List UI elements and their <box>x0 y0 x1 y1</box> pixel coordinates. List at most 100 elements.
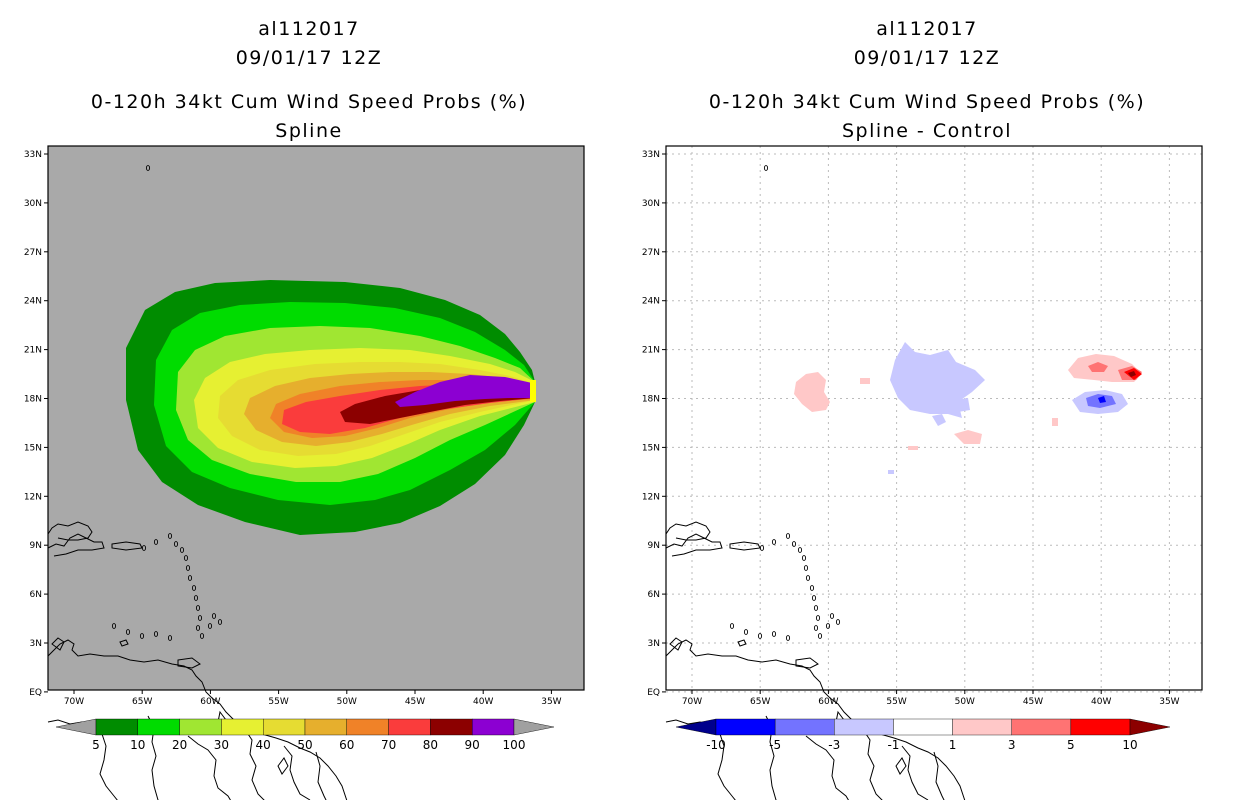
subtitle: Spline <box>275 120 343 142</box>
island-outline <box>763 165 769 171</box>
lon-tick-label: 70W <box>64 697 84 707</box>
colorbar-label: 100 <box>503 738 526 752</box>
colorbar-label: 80 <box>423 738 438 752</box>
lon-tick-label: 35W <box>541 697 561 707</box>
colorbar-bin <box>430 718 473 736</box>
island-outline <box>791 541 797 547</box>
lon-tick-label: 55W <box>886 697 906 707</box>
island-outline <box>187 575 193 581</box>
island-outline <box>141 545 147 551</box>
coastline-segment <box>47 521 93 541</box>
island-outline <box>173 541 179 547</box>
lat-tick-label: 24N <box>642 297 660 307</box>
colorbar-bin <box>95 718 138 736</box>
colorbar-bin <box>304 718 347 736</box>
island-outline <box>813 605 819 611</box>
lon-tick-label: 50W <box>955 697 975 707</box>
coastline-segment <box>177 657 201 669</box>
colorbar-label: 30 <box>214 738 229 752</box>
datetime-title: 09/01/17 12Z <box>235 47 383 69</box>
lon-tick-label: 40W <box>473 697 493 707</box>
colorbar-bin <box>346 718 389 736</box>
lon-tick-label: 65W <box>750 697 770 707</box>
colorbar: -10 -5 -3 -1 1 3 5 10 <box>675 718 1171 752</box>
coastline-segment <box>665 719 736 800</box>
datetime-title: 09/01/17 12Z <box>853 47 1001 69</box>
coastline-segment <box>665 521 711 541</box>
island-outline <box>835 619 841 625</box>
difference-contour <box>1052 418 1058 426</box>
colorbar-bin <box>715 718 776 736</box>
lat-tick-label: 33N <box>642 150 660 160</box>
lat-tick-label: 9N <box>648 541 660 551</box>
coastline-segment <box>51 637 65 651</box>
difference-contour <box>1128 371 1136 377</box>
lat-tick-label: 30N <box>642 199 660 209</box>
coastline-segment <box>283 745 311 800</box>
lat-tick-label: 6N <box>30 590 42 600</box>
island-outline <box>813 625 819 631</box>
island-outline <box>809 585 815 591</box>
lat-tick-label: 27N <box>642 248 660 258</box>
island-outline <box>211 613 217 619</box>
island-outline <box>179 547 185 553</box>
lat-tick-label: 18N <box>642 395 660 405</box>
island-outline <box>153 539 159 545</box>
subtitle: Spline - Control <box>841 120 1013 142</box>
left-panel: al112017 09/01/17 12Z 0-120h 34kt Cum Wi… <box>24 18 585 800</box>
lat-tick-label: EQ <box>29 688 42 698</box>
colorbar-label: -3 <box>828 738 840 752</box>
difference-contour <box>932 414 946 426</box>
lon-tick-label: 40W <box>1091 697 1111 707</box>
difference-contours <box>794 342 1142 474</box>
island-outline <box>825 623 831 629</box>
difference-contour <box>908 446 918 450</box>
difference-contour <box>794 372 830 412</box>
island-outline <box>797 547 803 553</box>
lat-tick-label: 12N <box>642 492 660 502</box>
lon-tick-label: 55W <box>268 697 288 707</box>
coastline-segment <box>47 639 348 800</box>
island-outline <box>785 635 791 641</box>
colorbar-label: 20 <box>172 738 187 752</box>
colorbar-bin <box>774 718 835 736</box>
difference-contour <box>1088 362 1108 372</box>
coastline-segment <box>665 533 723 557</box>
coastline-segment <box>737 639 747 647</box>
lat-tick-label: 15N <box>642 443 660 453</box>
island-outline <box>199 633 205 639</box>
difference-contour <box>954 430 982 444</box>
storm-id-title: al112017 <box>876 18 978 40</box>
lon-tick-label: 60W <box>200 697 220 707</box>
colorbar-bin <box>179 718 222 736</box>
probability-contour <box>530 380 536 402</box>
lon-tick-label: 65W <box>132 697 152 707</box>
colorbar-label: 50 <box>297 738 312 752</box>
lon-tick-label: 35W <box>1159 697 1179 707</box>
storm-id-title: al112017 <box>258 18 360 40</box>
lon-tick-label: 45W <box>405 697 425 707</box>
lat-tick-label: 21N <box>642 346 660 356</box>
probability-contour <box>395 375 532 407</box>
colorbar-bin <box>893 718 953 736</box>
difference-contour <box>955 398 970 412</box>
lon-tick-label: 60W <box>818 697 838 707</box>
colorbar: 5 10 20 30 40 50 60 70 80 90 100 <box>55 718 555 752</box>
right-map: 33N 30N 27N 24N 21N 18N 15N 12N 9N 6N 3N EQ 70W 65W 60… <box>618 0 1236 800</box>
lon-tick-label: 50W <box>337 697 357 707</box>
island-outline <box>167 533 173 539</box>
colorbar-bin <box>263 718 306 736</box>
lat-tick-label: 27N <box>24 248 42 258</box>
colorbar-label: -1 <box>887 738 899 752</box>
map-frame <box>665 145 1203 691</box>
colorbar-bin <box>472 718 515 736</box>
coastline-segment <box>277 757 289 775</box>
lon-tick-label: 70W <box>682 697 702 707</box>
coastline-segment <box>47 533 105 557</box>
colorbar-high-end <box>1129 718 1171 736</box>
colorbar-bin <box>388 718 431 736</box>
island-outline <box>815 615 821 621</box>
colorbar-label: 10 <box>130 738 145 752</box>
island-outline <box>185 565 191 571</box>
island-outline <box>125 629 131 635</box>
